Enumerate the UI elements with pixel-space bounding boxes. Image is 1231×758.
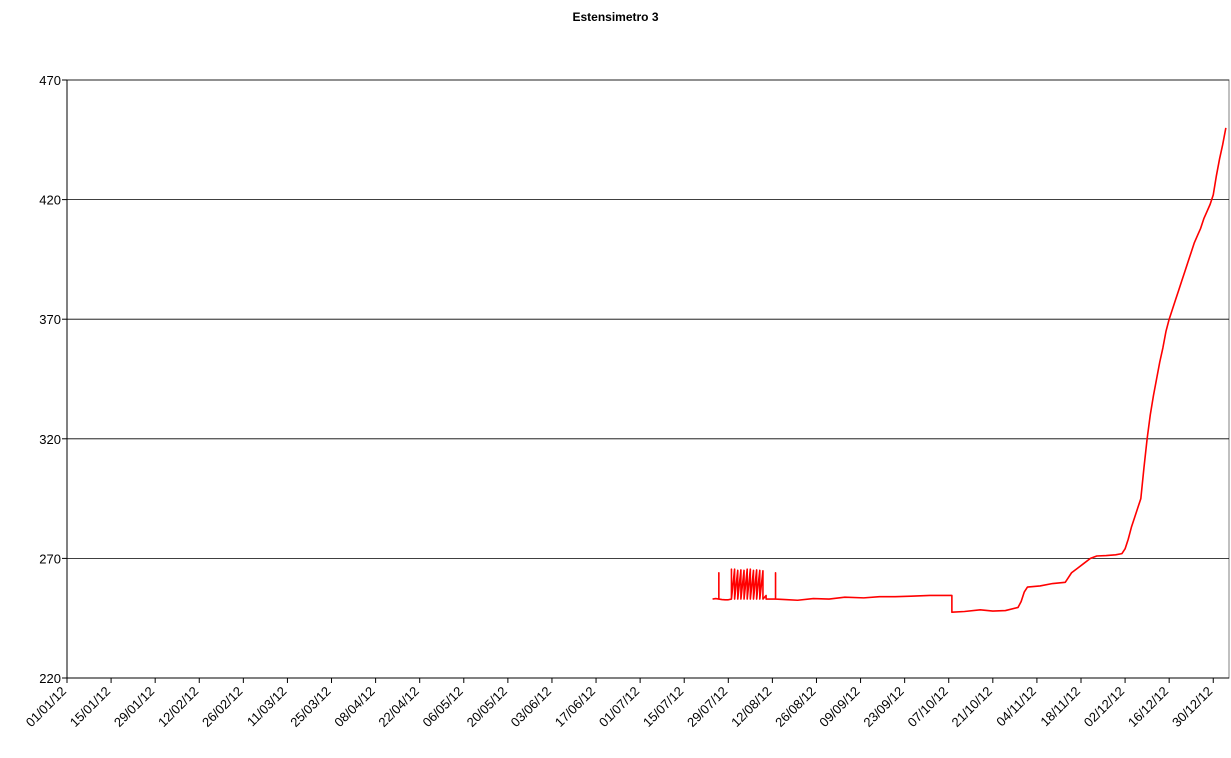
x-tick-label: 20/05/12 [464,684,510,730]
x-tick-label: 15/01/12 [67,684,113,730]
x-tick-label: 16/12/12 [1125,684,1171,730]
x-tick-label: 11/03/12 [244,684,290,730]
y-tick-label: 370 [39,312,61,327]
x-tick-label: 08/04/12 [331,684,377,730]
x-tick-label: 21/10/12 [949,684,995,730]
x-tick-label: 26/08/12 [772,684,818,730]
x-tick-label: 09/09/12 [816,684,862,730]
y-tick-label: 420 [39,193,61,208]
x-tick-label: 25/03/12 [287,684,333,730]
y-tick-label: 320 [39,432,61,447]
y-tick-label: 270 [39,551,61,566]
x-tick-label: 01/07/12 [596,684,642,730]
x-tick-label: 22/04/12 [375,684,421,730]
x-tick-label: 18/11/12 [1037,684,1083,730]
y-tick-label: 220 [39,671,61,686]
x-tick-label: 12/08/12 [728,684,774,730]
x-tick-label: 06/05/12 [420,684,466,730]
x-tick-label: 07/10/12 [904,684,950,730]
x-tick-label: 17/06/12 [552,684,598,730]
y-tick-label: 470 [39,73,61,88]
x-tick-label: 01/01/12 [23,684,69,730]
plot-area [66,79,1230,679]
x-tick-label: 26/02/12 [199,684,245,730]
x-tick-label: 29/07/12 [684,684,730,730]
x-tick-label: 29/01/12 [111,684,157,730]
x-tick-label: 23/09/12 [860,684,906,730]
series-line [712,127,1227,614]
x-tick-label: 02/12/12 [1081,684,1127,730]
x-tick-label: 04/11/12 [993,684,1039,730]
chart-title: Estensimetro 3 [572,10,659,24]
x-tick-label: 30/12/12 [1169,684,1215,730]
x-tick-label: 15/07/12 [640,684,686,730]
x-tick-label: 03/06/12 [508,684,554,730]
x-tick-label: 12/02/12 [155,684,201,730]
